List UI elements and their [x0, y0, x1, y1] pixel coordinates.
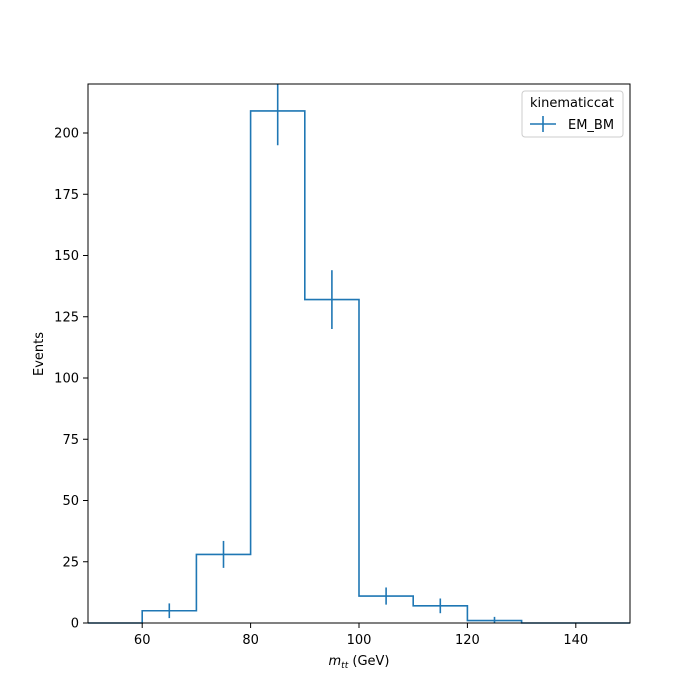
x-tick-label: 80	[242, 633, 259, 648]
x-axis-ticks: 60 80 100 120 140	[134, 623, 588, 648]
y-tick-label: 0	[71, 617, 79, 632]
y-tick-label: 150	[54, 249, 79, 264]
y-tick-label: 200	[54, 127, 79, 142]
x-tick-label: 60	[134, 633, 151, 648]
x-tick-label: 100	[347, 633, 372, 648]
y-tick-label: 25	[62, 555, 79, 570]
y-axis-label: Events	[32, 332, 47, 376]
x-axis-label-main: m	[329, 654, 342, 669]
histogram-step-line	[88, 110, 630, 624]
legend-title: kinematiccat	[530, 96, 614, 111]
y-tick-label: 50	[62, 494, 79, 509]
legend: kinematiccat EM_BM	[521, 90, 624, 138]
error-bars	[168, 84, 496, 623]
histogram-bars	[88, 110, 630, 624]
x-axis-label-unit: (GeV)	[348, 654, 389, 669]
y-tick-label: 175	[54, 188, 79, 203]
x-tick-label: 120	[455, 633, 480, 648]
x-tick-label: 140	[563, 633, 588, 648]
legend-box	[521, 90, 624, 138]
x-axis-label: mtt (GeV)	[329, 654, 390, 671]
x-axis-label-sub: tt	[341, 661, 349, 671]
y-axis-ticks: 0 25 50 75 100 125 150 175 200	[54, 127, 88, 632]
y-tick-label: 75	[62, 433, 79, 448]
legend-entry-em-bm: EM_BM	[568, 118, 614, 133]
y-tick-label: 125	[54, 310, 79, 325]
y-tick-label: 100	[54, 372, 79, 387]
